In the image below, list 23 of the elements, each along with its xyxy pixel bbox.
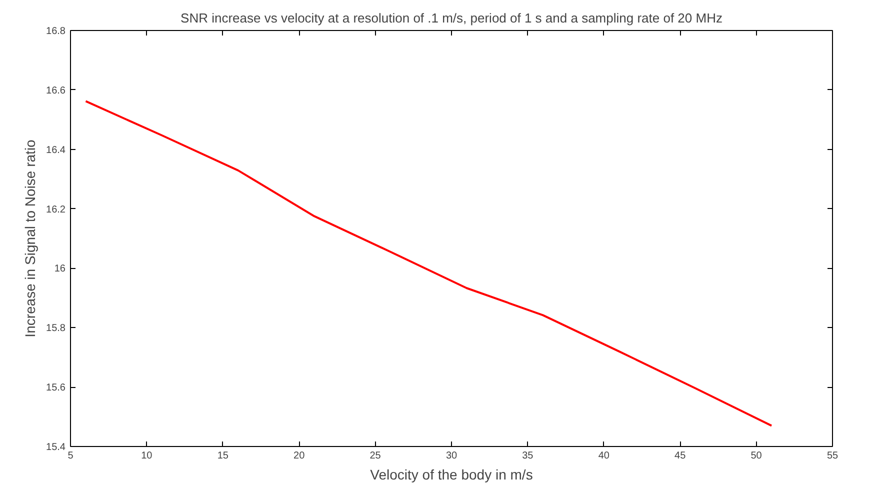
x-tick-label: 35 [522,450,534,462]
y-tick-label: 15.4 [46,442,66,453]
y-axis-title: Increase in Signal to Noise ratio [22,139,38,338]
line-series [84,100,773,427]
x-tick-label: 25 [370,450,382,462]
y-tick-label: 15.6 [46,382,66,394]
y-tick-label: 15.8 [46,323,66,334]
y-tick-label: 16.2 [46,204,66,216]
y-tick-label: 16.4 [46,144,66,156]
x-tick-label: 30 [446,450,458,462]
x-tick-label: 55 [826,450,838,462]
x-tick-label: 5 [68,450,74,462]
chart-title: SNR increase vs velocity at a resolution of .1 m/s, period of 1 s and a sampling rate of 20 MHz [180,10,722,26]
y-tick-label: 16.6 [46,85,66,96]
x-tick-label: 45 [674,450,686,462]
y-tick-label: 16.8 [46,26,66,37]
y-tick-label: 16 [54,264,66,275]
x-tick-label: 15 [217,450,229,462]
x-tick-label: 40 [598,450,610,462]
x-tick-label: 20 [294,450,306,462]
x-tick-label: 50 [750,450,762,462]
x-axis-title: Velocity of the body in m/s [370,466,533,482]
x-tick-label: 10 [141,450,153,462]
